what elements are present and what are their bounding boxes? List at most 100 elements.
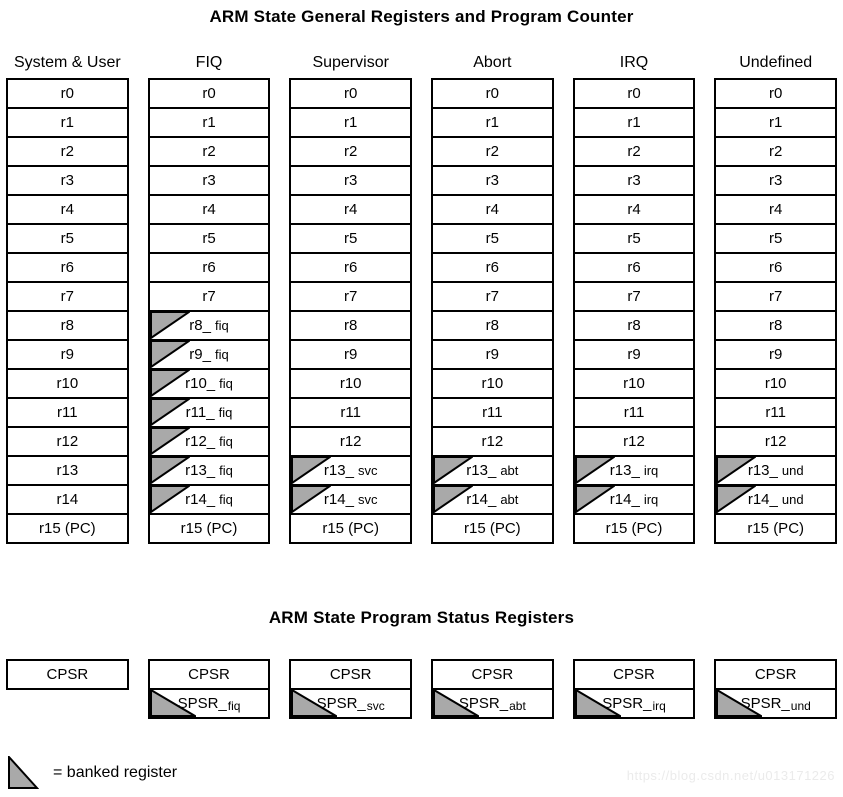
register-label: r15 (PC) [605, 520, 663, 537]
register-cell: r4 [6, 194, 129, 225]
spsr-label-suffix: irq [652, 698, 666, 713]
legend-label: = banked register [53, 764, 178, 781]
register-label: r6 [60, 259, 74, 276]
register-cell: r8 [289, 310, 413, 341]
register-cell: r10 [572, 368, 696, 399]
register-column-6: Undefined r0 r1 r2 r3 r4 r5 r6 r7 r8 r9 r10 r11 r12 r1… [714, 52, 838, 544]
register-cell: r12 [431, 426, 554, 457]
register-cell: r10 [431, 368, 554, 399]
register-cell: r1 [289, 107, 413, 138]
spsr-cell: SPSR_ svc [289, 688, 413, 719]
column-header: IRQ [619, 54, 649, 71]
register-label: r4 [202, 201, 216, 218]
register-cell: r12 [572, 426, 696, 457]
register-label-suffix: abt [500, 492, 519, 507]
register-cell: r9 [714, 339, 838, 370]
register-cell: r0 [6, 78, 129, 109]
register-label: r6 [769, 259, 783, 276]
register-label: r5 [344, 230, 358, 247]
register-label: r11 [765, 404, 786, 421]
register-label: r1 [344, 114, 358, 131]
register-cell: r12 [6, 426, 129, 457]
register-cell: r5 [147, 223, 271, 254]
register-column-1: System & User r0 r1 r2 r3 r4 r5 r6 r7 r8 r9 r10 r11 r… [6, 52, 129, 544]
register-cell: r8 [572, 310, 696, 341]
register-cell-stack: r0 r1 r2 r3 r4 r5 r6 r7 r8 r9 r10 r11 r12 r13_ abt r14_… [431, 78, 554, 544]
register-cell: r9 [289, 339, 413, 370]
register-cell: r12_ fiq [147, 426, 271, 457]
register-label: r14_ [609, 491, 640, 508]
register-cell: r8 [431, 310, 554, 341]
register-label: r3 [485, 172, 500, 189]
register-label: r5 [485, 230, 500, 247]
register-cell: r2 [147, 136, 271, 167]
spsr-cell: SPSR_ irq [572, 688, 696, 719]
register-cell: r14_ und [714, 484, 838, 515]
register-label-suffix: svc [357, 492, 378, 507]
register-label: r10 [481, 375, 504, 392]
register-cell: r10 [289, 368, 413, 399]
register-label: r2 [202, 143, 216, 160]
register-cell: r0 [289, 78, 413, 109]
register-cell: r3 [431, 165, 554, 196]
register-cell: r9 [572, 339, 696, 370]
register-label: r10 [764, 375, 787, 392]
register-label-suffix: fiq [219, 376, 233, 391]
register-label: r6 [344, 259, 358, 276]
register-label: r1 [60, 114, 74, 131]
register-label: r7 [769, 288, 783, 305]
corner-triangle-icon [149, 341, 190, 368]
register-cell: r3 [289, 165, 413, 196]
spsr-label: SPSR_ [316, 695, 366, 712]
register-label: r3 [769, 172, 783, 189]
register-cell: r13_ fiq [147, 455, 271, 486]
register-cell: r9 [6, 339, 129, 370]
legend: = banked register [8, 756, 177, 790]
general-registers-title: ARM State General Registers and Program … [209, 7, 634, 26]
register-label: r9_ [189, 346, 211, 363]
register-label: r11_ [185, 404, 215, 421]
status-column-6: CPSR SPSR_ und [714, 659, 838, 719]
register-label: r2 [769, 143, 783, 160]
register-cell: r15 (PC) [289, 513, 413, 544]
register-label: r7 [60, 288, 74, 305]
register-cell: r3 [6, 165, 129, 196]
register-label-suffix: und [781, 492, 804, 507]
register-label: r5 [60, 230, 74, 247]
register-cell: r2 [289, 136, 413, 167]
register-cell: r3 [572, 165, 696, 196]
status-register-columns: CPSR CPSR SPSR_ fiq CPSR SPSR_ svc CPSR SPSR_ abt… [0, 659, 843, 719]
register-cell: r6 [289, 252, 413, 283]
register-label: r5 [769, 230, 783, 247]
register-cell: r1 [714, 107, 838, 138]
register-label: r1 [202, 114, 216, 131]
register-cell: r11 [6, 397, 129, 428]
register-cell: r2 [714, 136, 838, 167]
register-label: r11 [57, 404, 78, 421]
column-header: Undefined [739, 54, 813, 71]
register-label-suffix: fiq [214, 347, 229, 362]
register-label: r0 [60, 85, 74, 102]
register-cell: r2 [431, 136, 554, 167]
register-cell: r15 (PC) [6, 513, 129, 544]
status-registers-title: ARM State Program Status Registers [268, 608, 575, 627]
register-cell: r7 [289, 281, 413, 312]
register-cell: r7 [147, 281, 271, 312]
register-cell: r8 [714, 310, 838, 341]
register-cell: r14 [6, 484, 129, 515]
cpsr-label: CPSR [754, 666, 797, 683]
register-label: r12 [623, 433, 645, 450]
spsr-label-suffix: fiq [227, 698, 241, 713]
register-label: r4 [485, 201, 500, 218]
register-cell: r7 [431, 281, 554, 312]
corner-triangle-icon [574, 457, 615, 484]
register-cell: r14_ abt [431, 484, 554, 515]
register-cell: r10 [6, 368, 129, 399]
banked-register-legend-icon [8, 756, 39, 790]
register-cell: r0 [147, 78, 271, 109]
register-cell: r11 [714, 397, 838, 428]
register-cell: r8 [6, 310, 129, 341]
cpsr-cell: CPSR [431, 659, 554, 690]
register-label: r12 [339, 433, 362, 450]
register-label: r2 [485, 143, 500, 160]
